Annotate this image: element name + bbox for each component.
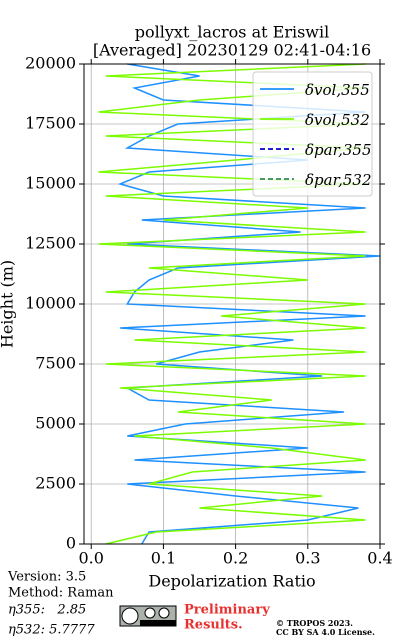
method: Method: Raman: [8, 586, 114, 601]
eta-355: η355: 2.85: [8, 603, 86, 618]
profile-line: [117, 63, 381, 545]
logo-text: Results.: [184, 618, 243, 633]
eta-532: η532: 5.7777: [8, 623, 95, 638]
plot-frame: [83, 63, 381, 545]
chart-title: pollyxt_lacros at Eriswil: [135, 23, 329, 42]
cc-logo: [119, 605, 177, 627]
y-tick-label: 20000: [25, 54, 76, 73]
x-tick-label: 0.1: [151, 549, 176, 568]
y-tick-label: 2500: [35, 474, 76, 493]
y-tick-label: 0: [66, 534, 76, 553]
x-tick-label: 0.4: [367, 549, 392, 568]
license: © TROPOS 2023.: [276, 618, 353, 628]
legend-label: δpar,532: [305, 171, 372, 189]
y-tick-label: 5000: [35, 414, 76, 433]
x-tick-label: 0.2: [223, 549, 248, 568]
logo-text: Preliminary: [184, 603, 270, 618]
x-axis-label: Depolarization Ratio: [148, 572, 315, 591]
license: CC BY SA 4.0 License.: [276, 627, 375, 637]
legend-label: δpar,355: [305, 141, 372, 159]
x-tick-label: 0.0: [78, 549, 103, 568]
y-tick-label: 15000: [25, 174, 76, 193]
y-tick-label: 10000: [25, 294, 76, 313]
legend-box: [252, 71, 373, 197]
y-tick-label: 12500: [25, 234, 76, 253]
x-tick-label: 0.3: [295, 549, 320, 568]
version: Version: 3.5: [7, 570, 86, 585]
chart-subtitle: [Averaged] 20230129 02:41-04:16: [93, 41, 371, 60]
y-tick-label: 17500: [25, 114, 76, 133]
legend: δvol,355 δvol,532 δpar,355 δpar,532: [252, 71, 373, 197]
legend-label: δvol,532: [305, 111, 370, 129]
y-tick-label: 7500: [35, 354, 76, 373]
y-axis-label: Height (m): [0, 260, 17, 348]
legend-label: δvol,355: [305, 81, 370, 99]
